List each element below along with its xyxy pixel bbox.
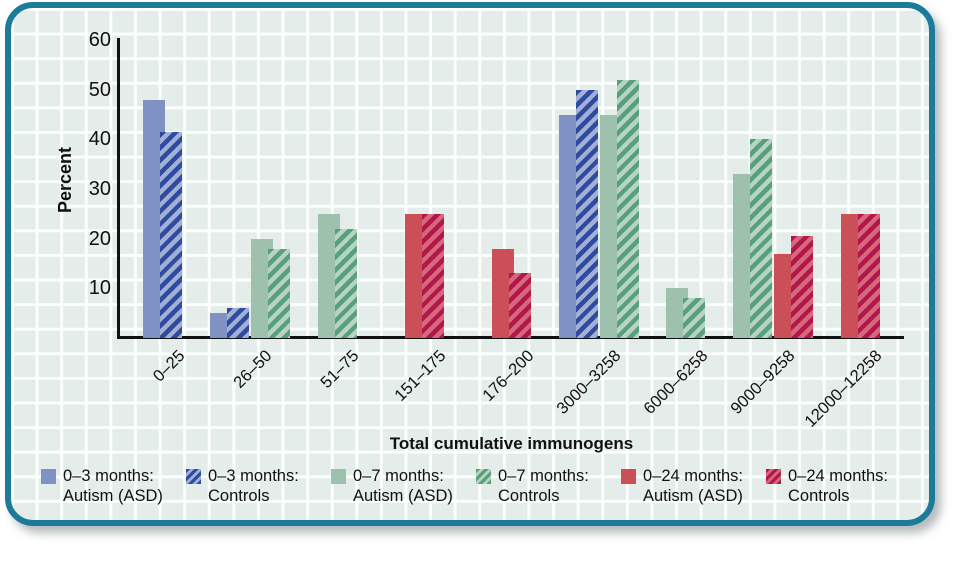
bar — [209, 313, 232, 338]
bar — [575, 89, 598, 338]
y-tick-label: 20 — [88, 227, 111, 250]
legend-item: 0–7 months: Controls — [476, 466, 621, 506]
x-tick-label: 26–50 — [230, 346, 276, 392]
bar — [774, 253, 797, 338]
chart-card: Percent 10 20 30 40 50 60 0–25 26–50 51–75 151–1… — [5, 2, 935, 526]
bar — [791, 236, 814, 338]
legend-item: 0–3 months: Autism (ASD) — [41, 466, 186, 506]
legend-swatch-icon — [41, 469, 56, 484]
bar — [267, 248, 290, 338]
bar — [334, 228, 357, 338]
legend-item: 0–24 months: Autism (ASD) — [621, 466, 766, 506]
bar — [666, 288, 689, 338]
x-tick-label: 0–25 — [149, 346, 189, 386]
x-tick-label: 12000–12258 — [801, 346, 886, 431]
bar — [317, 213, 340, 338]
x-tick-label: 51–75 — [317, 346, 363, 392]
legend-label: 0–3 months: Controls — [208, 467, 299, 505]
legend-label: 0–7 months: Autism (ASD) — [353, 467, 453, 505]
bar — [733, 174, 756, 338]
legend-swatch-icon — [186, 469, 201, 484]
legend-swatch-icon — [476, 469, 491, 484]
legend-item: 0–7 months: Autism (ASD) — [331, 466, 476, 506]
legend-swatch-icon — [331, 469, 346, 484]
legend-swatch-icon — [621, 469, 636, 484]
legend-item: 0–3 months: Controls — [186, 466, 331, 506]
bar — [840, 213, 863, 338]
bar — [160, 131, 183, 338]
y-tick-label: 30 — [88, 178, 111, 200]
legend-label: 0–3 months: Autism (ASD) — [63, 467, 163, 505]
x-tick-label: 176–200 — [478, 346, 537, 405]
bar — [616, 79, 639, 338]
bar — [750, 139, 773, 338]
bar — [509, 273, 531, 338]
bar — [558, 114, 581, 338]
x-tick-label: 6000–6258 — [640, 346, 712, 418]
legend-label: 0–7 months: Controls — [498, 467, 589, 505]
y-tick-label: 40 — [88, 128, 111, 151]
y-tick-label: 60 — [88, 29, 111, 51]
bar — [250, 238, 273, 338]
legend-label: 0–24 months: Autism (ASD) — [643, 467, 743, 505]
x-axis-title: Total cumulative immunogens — [389, 434, 634, 453]
legend-swatch-icon — [766, 469, 781, 484]
bar — [599, 114, 622, 338]
x-tick-label: 3000–3258 — [553, 346, 625, 418]
legend-item: 0–24 months: Controls — [766, 466, 911, 506]
bar — [143, 99, 166, 338]
bar — [683, 298, 706, 338]
x-tick-label: 151–175 — [391, 346, 450, 405]
legend: 0–3 months: Autism (ASD) 0–3 months: Contro… — [41, 466, 971, 506]
bar — [421, 213, 444, 338]
bar — [857, 213, 880, 338]
y-tick-label: 10 — [88, 277, 111, 300]
legend-label: 0–24 months: Controls — [788, 467, 888, 505]
bar — [492, 248, 514, 338]
bar — [226, 308, 249, 338]
y-tick-label: 50 — [88, 78, 111, 101]
bar — [404, 213, 427, 338]
x-tick-label: 9000–9258 — [727, 346, 799, 418]
y-axis-line — [117, 38, 120, 339]
